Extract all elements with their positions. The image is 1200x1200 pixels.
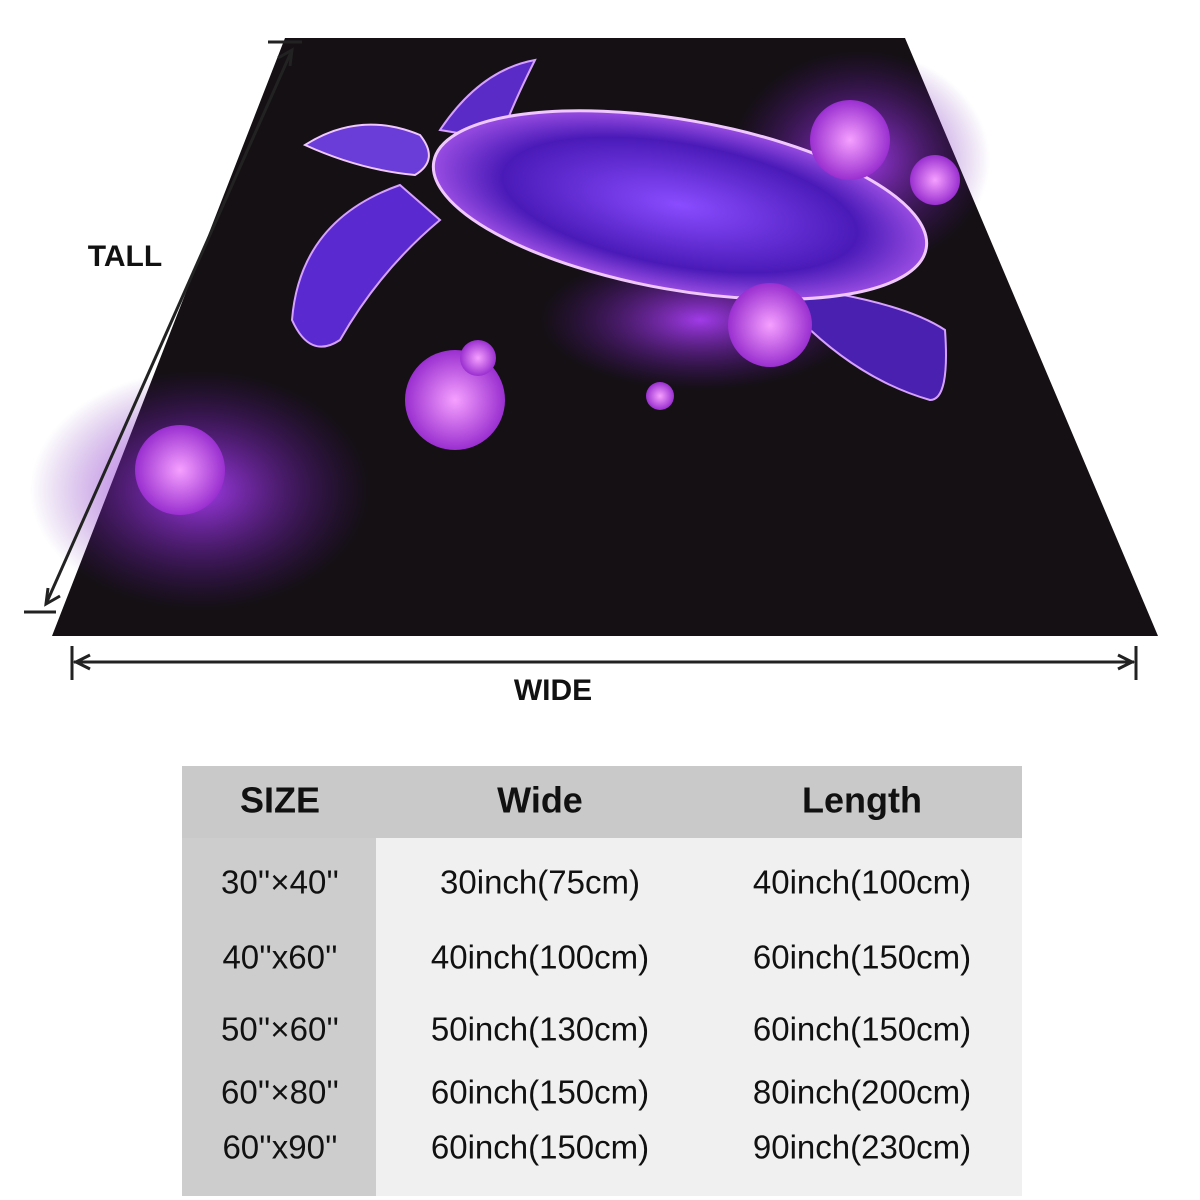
- turtle-flipper: [290, 183, 442, 348]
- table-cell: 60inch(150cm): [431, 1074, 649, 1111]
- table-cell: 80inch(200cm): [753, 1074, 971, 1111]
- flower: [460, 340, 496, 376]
- turtle-head: [302, 123, 430, 177]
- table-cell: 30inch(75cm): [440, 864, 640, 901]
- arrow-head: [44, 587, 61, 607]
- table-cell: 60inch(150cm): [753, 939, 971, 976]
- arrow-head: [1117, 653, 1136, 671]
- arrow-line: [44, 49, 294, 605]
- wide-arrow: [70, 646, 1138, 680]
- flower: [810, 100, 890, 180]
- table-cell: 60''x90'': [222, 1129, 337, 1166]
- table-cell: 30''×40'': [221, 864, 339, 901]
- table-header: [182, 766, 1022, 838]
- tall-arrow: [24, 40, 302, 614]
- header-cell: SIZE: [240, 780, 320, 821]
- arrow-head: [72, 653, 91, 671]
- size-table: [182, 766, 1022, 1196]
- turtle-flipper: [778, 283, 947, 402]
- table-cell: 60inch(150cm): [431, 1129, 649, 1166]
- arrow-head: [277, 47, 294, 67]
- flower: [135, 425, 225, 515]
- header-cell: Wide: [497, 780, 583, 821]
- table-size-column: [182, 838, 376, 1196]
- table-cell: 40''x60'': [222, 939, 337, 976]
- table-cell: 60''×80'': [221, 1074, 339, 1111]
- turtle-shell: [431, 109, 929, 301]
- table-cell: 60inch(150cm): [753, 1011, 971, 1048]
- table-cell: 50''×60'': [221, 1011, 339, 1048]
- flower: [910, 155, 960, 205]
- table-cell: 40inch(100cm): [753, 864, 971, 901]
- wide-label: WIDE: [514, 674, 592, 707]
- blanket: [30, 38, 1158, 636]
- table-cell: 40inch(100cm): [431, 939, 649, 976]
- flower: [728, 283, 812, 367]
- tall-label: TALL: [88, 240, 162, 273]
- header-cell: Length: [802, 780, 922, 821]
- table-cell: 90inch(230cm): [753, 1129, 971, 1166]
- flower: [646, 382, 674, 410]
- table-cell: 50inch(130cm): [431, 1011, 649, 1048]
